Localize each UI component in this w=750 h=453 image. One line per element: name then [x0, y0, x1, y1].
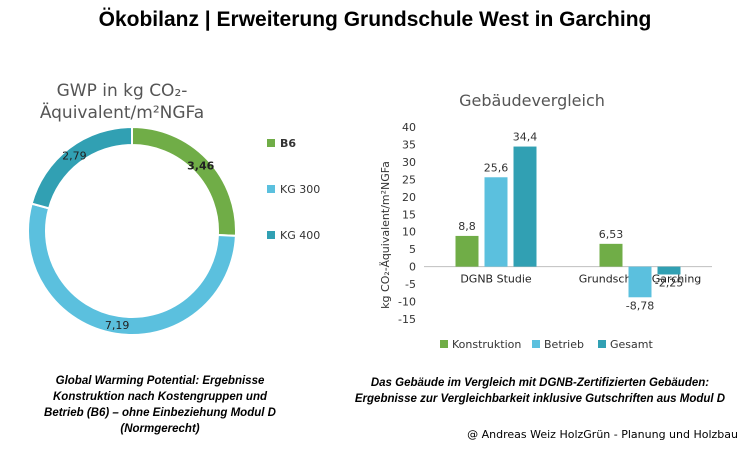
y-axis-label: kg CO₂-Äquivalent/m²NGFa	[379, 161, 392, 309]
legend-swatch	[267, 185, 275, 193]
donut-caption: Global Warming Potential: Ergebnisse Kon…	[44, 375, 276, 435]
donut-slice-kg-300	[27, 202, 237, 336]
y-tick-label: -5	[405, 278, 416, 291]
y-tick-label: -10	[398, 296, 416, 309]
bar-data-label: 6,53	[599, 228, 624, 241]
legend-swatch	[598, 340, 606, 348]
y-tick-label: 40	[402, 121, 416, 134]
donut-title-line1: GWP in kg CO₂-	[57, 81, 188, 101]
donut-legend: B6 KG 300 KG 400	[267, 137, 320, 242]
legend-swatch	[532, 340, 540, 348]
legend-label: KG 300	[280, 183, 320, 196]
bar-konstruktion	[599, 243, 623, 267]
page-title: Ökobilanz | Erweiterung Grundschule West…	[98, 8, 652, 31]
bar-data-label: -2,25	[655, 276, 683, 289]
bar-konstruktion	[455, 235, 479, 267]
x-category-label: DGNB Studie	[460, 273, 532, 286]
donut-data-label: 2,79	[62, 149, 87, 162]
bar-caption: Das Gebäude im Vergleich mit DGNB-Zertif…	[354, 377, 726, 405]
credit-text: @ Andreas Weiz HolzGrün - Planung und Ho…	[467, 428, 738, 441]
bar-data-label: 34,4	[513, 131, 538, 144]
bar-data-label: 8,8	[458, 220, 476, 233]
bar-marks: 8,8 25,6 34,4 6,53 -8,78-2,25	[455, 131, 683, 312]
y-tick-label: 20	[402, 191, 416, 204]
bar-chart-title: Gebäudevergleich	[459, 91, 605, 110]
legend-label: Konstruktion	[452, 338, 521, 351]
legend-label: Gesamt	[610, 338, 653, 351]
bar-data-label: -8,78	[626, 299, 654, 312]
bar-gesamt	[657, 266, 681, 275]
bar-data-label: 25,6	[484, 161, 509, 174]
donut-data-label: 3,46	[187, 159, 214, 172]
legend-label: Betrieb	[544, 338, 584, 351]
y-tick-label: 15	[402, 208, 416, 221]
y-tick-label: 30	[402, 156, 416, 169]
y-tick-label: 35	[402, 138, 416, 151]
bar-gesamt	[513, 146, 537, 267]
y-tick-label: 10	[402, 226, 416, 239]
donut-chart: GWP in kg CO₂- Äquivalent/m²NGFa 3,46 7,1…	[27, 81, 320, 336]
donut-data-label: 7,19	[105, 319, 129, 332]
y-tick-label: 5	[409, 243, 416, 256]
bar-chart: Gebäudevergleich kg CO₂-Äquivalent/m²NGF…	[379, 91, 712, 351]
legend-swatch	[267, 231, 275, 239]
legend-swatch	[440, 340, 448, 348]
legend-swatch	[267, 139, 275, 147]
bar-betrieb	[628, 266, 652, 298]
y-tick-label: -15	[398, 313, 416, 326]
donut-title-line2: Äquivalent/m²NGFa	[40, 102, 204, 123]
y-tick-label: 0	[409, 261, 416, 274]
y-tick-label: 25	[402, 173, 416, 186]
bar-legend: Konstruktion Betrieb Gesamt	[440, 338, 653, 351]
legend-label: KG 400	[280, 229, 320, 242]
donut-slices: 3,46 7,19 2,79	[27, 125, 237, 336]
donut-slice-b6	[131, 125, 237, 237]
legend-label: B6	[280, 137, 296, 150]
donut-slice-kg-400	[30, 125, 133, 210]
bar-betrieb	[484, 177, 508, 267]
